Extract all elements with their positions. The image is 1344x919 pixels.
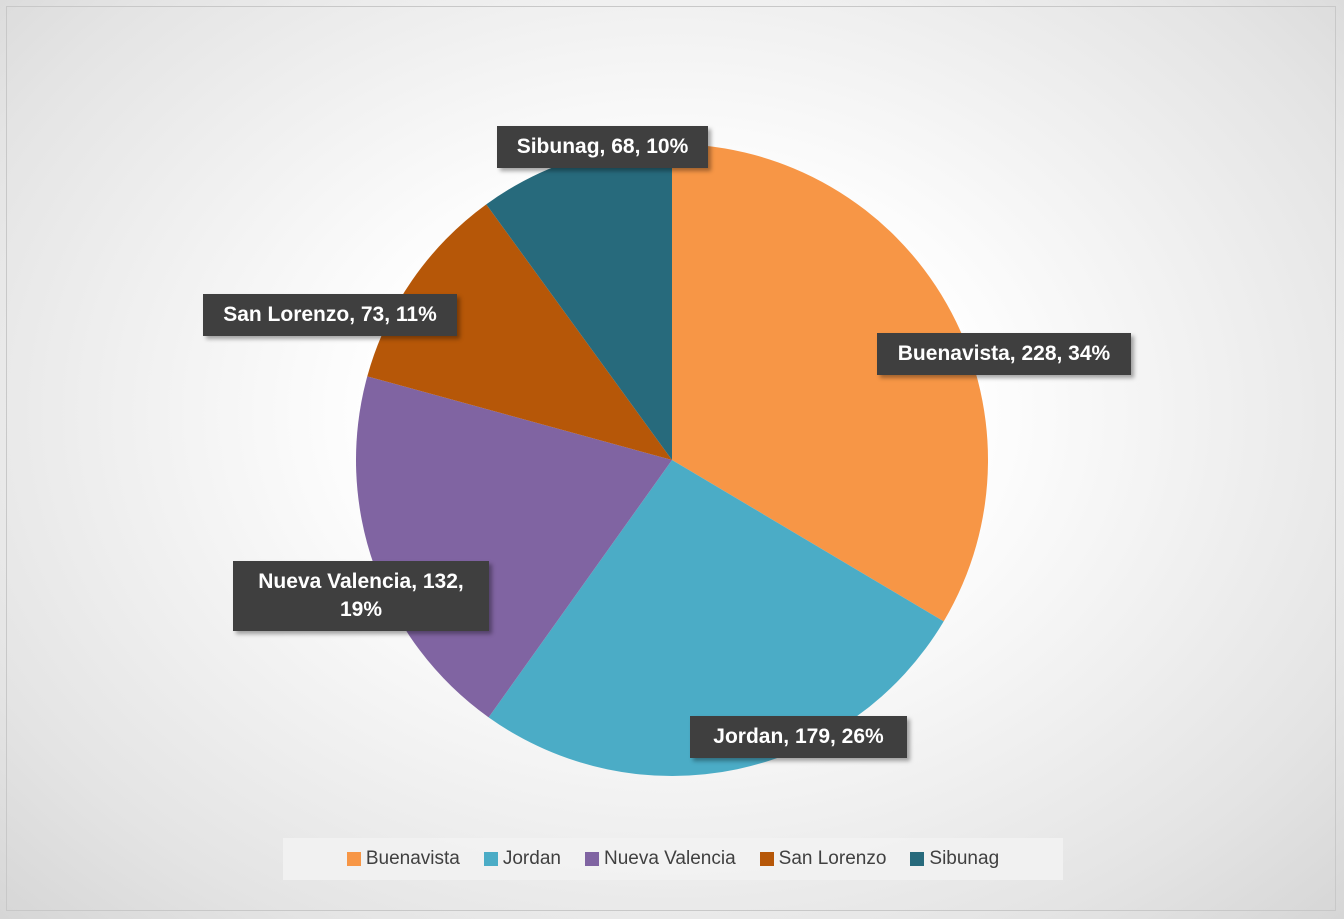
legend-item: Sibunag (910, 848, 999, 870)
data-label: Sibunag, 68, 10% (497, 126, 708, 168)
legend-item: Jordan (483, 848, 561, 870)
chart-border (6, 6, 1336, 911)
legend-swatch (584, 852, 599, 866)
data-label: San Lorenzo, 73, 11% (203, 294, 457, 336)
legend-label: Sibunag (929, 848, 1000, 869)
data-label: Jordan, 179, 26% (690, 716, 907, 758)
legend-label: San Lorenzo (778, 848, 887, 869)
pie-slice (486, 144, 672, 460)
legend-item: Buenavista (346, 848, 460, 870)
legend-swatch (483, 852, 498, 866)
data-label: Nueva Valencia, 132, 19% (233, 561, 489, 631)
legend-label: Buenavista (365, 848, 460, 869)
legend-label: Nueva Valencia (603, 848, 736, 869)
legend-label: Jordan (502, 848, 561, 869)
legend: Buenavista Jordan Nueva Valencia San Lorenz… (283, 838, 1063, 880)
legend-item: San Lorenzo (759, 848, 887, 870)
legend-swatch (759, 852, 774, 866)
pie-slice (367, 204, 672, 460)
legend-swatch (910, 852, 925, 866)
legend-swatch (346, 852, 361, 866)
data-label: Buenavista, 228, 34% (877, 333, 1131, 375)
legend-item: Nueva Valencia (584, 848, 736, 870)
pie-slice (488, 460, 944, 776)
pie-slice (356, 376, 672, 718)
pie-slice (672, 144, 989, 622)
